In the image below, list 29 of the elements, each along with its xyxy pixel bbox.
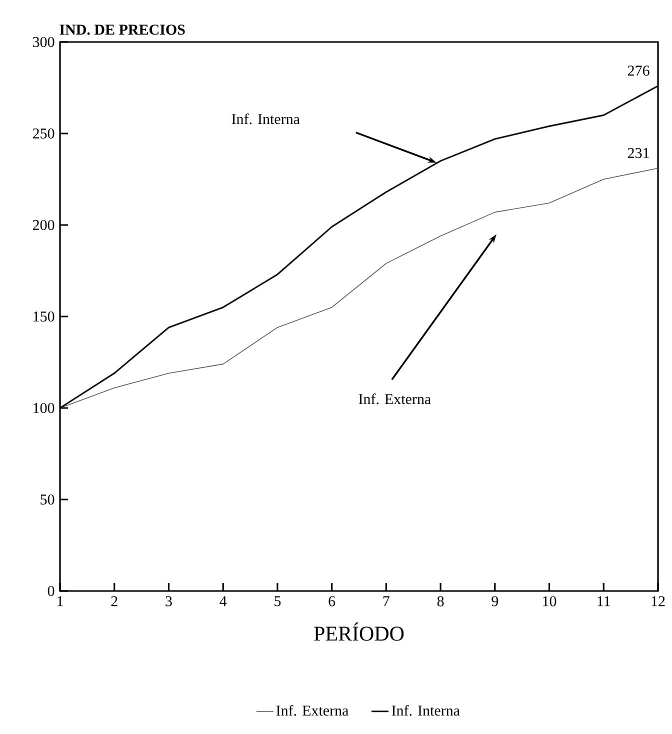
y-tick-label: 0: [48, 586, 54, 596]
x-tick-label: 4: [220, 596, 227, 606]
x-tick-label: 6: [328, 596, 336, 606]
x-tick-label: 9: [492, 596, 498, 606]
y-axis-title: IND. DE PRECIOS: [60, 24, 185, 35]
annotation: 231: [628, 148, 649, 158]
x-tick-label: 2: [111, 596, 118, 606]
y-tick-label: 300: [33, 36, 54, 48]
x-tick-label: 11: [598, 596, 610, 606]
x-tick-label: 10: [543, 596, 556, 606]
annotation: Inf. Interna: [232, 113, 300, 124]
x-axis-title: PERÍODO: [314, 622, 404, 641]
x-tick-label: 3: [166, 596, 172, 606]
x-tick-label: 7: [383, 596, 390, 606]
x-tick-label: 5: [274, 596, 281, 606]
legend-label: Inf. Externa: [276, 704, 348, 716]
y-tick-label: 250: [32, 128, 54, 139]
x-tick-label: 12: [652, 596, 665, 606]
y-tick-label: 150: [34, 311, 54, 322]
y-tick-label: 200: [32, 220, 54, 230]
annotation: 276: [628, 66, 650, 76]
line-series: [59, 85, 659, 409]
line-series: [60, 168, 658, 408]
annotation: Inf. Externa: [358, 393, 431, 404]
y-tick-label: 50: [40, 494, 54, 505]
x-tick-label: 1: [58, 596, 63, 606]
x-tick-label: 8: [437, 596, 444, 606]
legend-label: Inf. Interna: [392, 704, 460, 716]
y-tick-label: 100: [34, 402, 54, 414]
